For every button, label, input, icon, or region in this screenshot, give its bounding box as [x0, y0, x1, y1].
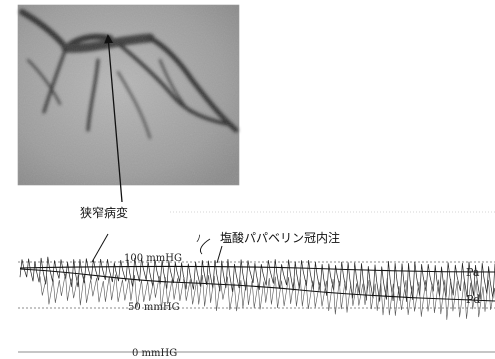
pd-trace — [39, 273, 495, 320]
pd-label: Pd — [466, 293, 480, 306]
papaverine-mark: ﾉ — [196, 234, 201, 245]
pd-mean-line — [19, 268, 495, 302]
pa-mean-line — [19, 265, 495, 273]
stenosis-pointer — [91, 233, 109, 263]
lesion-arrow — [104, 34, 123, 203]
scale-50: 50 mmHG — [128, 302, 180, 313]
angiogram-image — [17, 4, 240, 186]
papaverine-arrow — [199, 238, 211, 255]
papaverine-pointer — [216, 245, 223, 264]
scale-100: 100 mmHG — [124, 253, 182, 264]
scale-0: 0 mmHG — [132, 348, 177, 359]
pressure-recording — [18, 211, 495, 353]
papaverine-label: 塩酸パパベリン冠内注 — [220, 230, 340, 245]
stenosis-label: 狭窄病変 — [80, 205, 128, 220]
pa-label: Pa — [466, 266, 480, 279]
